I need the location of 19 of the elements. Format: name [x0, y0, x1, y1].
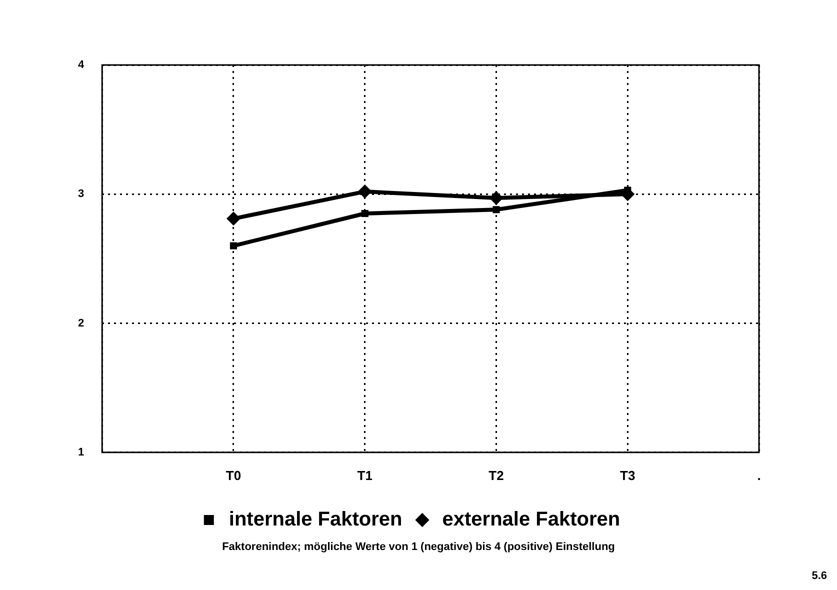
- point: [358, 184, 372, 199]
- y-tick-label: 1: [78, 446, 84, 458]
- legend-label: internale Faktoren: [228, 508, 402, 531]
- point: [492, 206, 500, 214]
- text: 5.6: [812, 570, 827, 582]
- x-tick-label: .: [757, 468, 761, 483]
- text: Faktorenindex; mögliche Werte von 1 (negative) bis 4 (positive) Einstellung: [221, 541, 616, 553]
- y-tick-label: 4: [78, 59, 85, 72]
- x-tick-label: T2: [488, 468, 504, 483]
- y-tick-label: 3: [78, 188, 84, 200]
- point: [230, 242, 238, 250]
- point: [489, 191, 504, 206]
- x-tick-label: T3: [620, 468, 636, 483]
- point: [361, 210, 368, 218]
- x-tick-label: T1: [357, 468, 372, 483]
- y-tick-label: 2: [78, 317, 84, 330]
- point: [226, 212, 240, 226]
- x-tick-label: T0: [226, 468, 242, 483]
- legend-label: externale Faktoren: [442, 508, 620, 531]
